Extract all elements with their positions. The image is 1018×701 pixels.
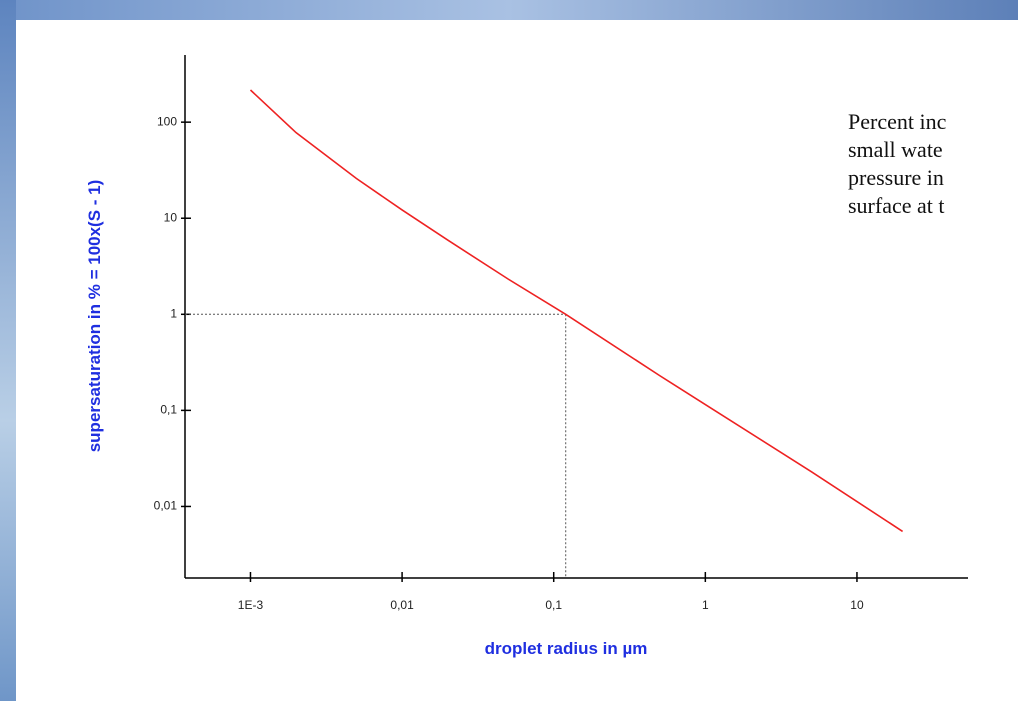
y-tick-label: 0,1 [160,403,177,417]
series-line [249,89,904,533]
annotation-line: pressure in [848,165,944,190]
annotation-line: Percent inc [848,109,947,134]
x-tick-label: 0,1 [545,598,562,612]
y-tick-label: 10 [164,210,178,224]
y-tick-label: 100 [157,114,177,128]
slide-top-band [0,0,1018,20]
annotation-line: small wate [848,137,943,162]
y-tick-label: 1 [170,306,177,320]
y-tick-label: 0,01 [154,499,178,513]
x-tick-label: 0,01 [390,598,414,612]
x-tick-label: 1 [702,598,709,612]
slide-left-band [0,0,16,701]
annotation-line: surface at t [848,193,945,218]
x-tick-label: 10 [850,598,864,612]
x-tick-label: 1E-3 [238,598,264,612]
x-axis-label: droplet radius in µm [485,639,648,658]
y-axis-label: supersaturation in % = 100x(S - 1) [85,180,104,453]
